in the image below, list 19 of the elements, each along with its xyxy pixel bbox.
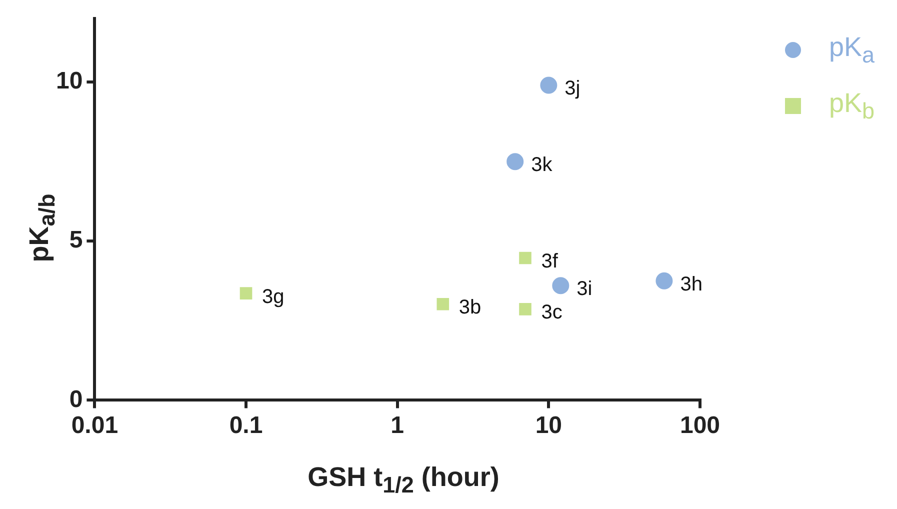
x-tick-label: 100 [680,412,720,440]
annotation: 3k [531,154,554,176]
x-tick-label: 0.01 [71,412,118,440]
y-tick-label: 5 [69,226,83,254]
annotation: 3j [564,78,580,100]
annotation: 3h [680,273,702,296]
annotation: 3b [458,296,482,319]
annotation: 3g [262,286,284,308]
legend-label: pK$_{a}$ [829,32,875,68]
y-tick-label: 10 [56,68,83,95]
annotation: 3f [541,250,558,272]
x-tick-label: 1 [390,412,404,440]
x-tick-label: 0.1 [229,412,263,440]
x-tick-label: 10 [535,412,562,440]
y-tick-label: 0 [69,386,83,413]
x-axis-title: GSH t$_{1/2}$ (hour) [306,462,500,498]
annotation: 3i [576,278,592,300]
annotation: 3c [541,302,562,324]
legend-label: pK$_{b}$ [829,88,875,124]
